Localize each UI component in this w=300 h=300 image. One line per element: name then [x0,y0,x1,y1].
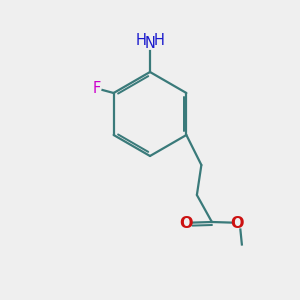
Text: O: O [180,216,193,231]
Text: O: O [231,216,244,231]
Text: F: F [93,81,101,96]
Text: N: N [145,36,155,51]
Text: H: H [154,33,164,48]
Text: H: H [136,33,146,48]
